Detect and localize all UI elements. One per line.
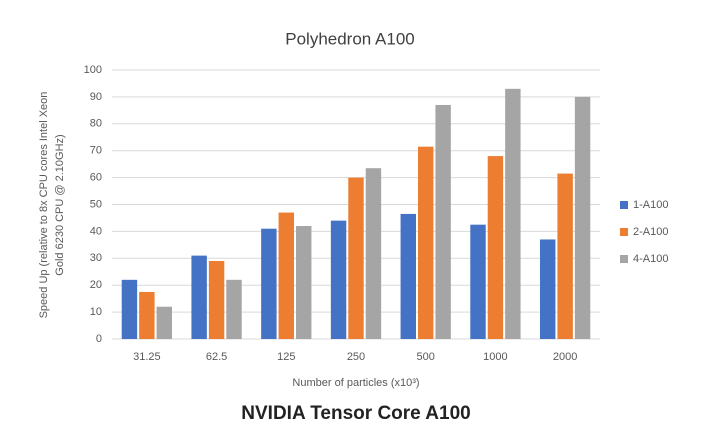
bar bbox=[226, 279, 242, 339]
x-tick-label: 62.5 bbox=[206, 351, 227, 363]
caption: NVIDIA Tensor Core A100 bbox=[241, 403, 470, 424]
bar bbox=[505, 88, 521, 339]
bar bbox=[296, 226, 312, 339]
x-tick-label: 250 bbox=[347, 351, 365, 363]
y-tick-label: 20 bbox=[90, 279, 102, 291]
bar bbox=[557, 173, 573, 339]
y-tick-label: 0 bbox=[96, 333, 102, 345]
y-tick-label: 60 bbox=[90, 172, 102, 184]
bar bbox=[191, 255, 207, 339]
x-axis-label: Number of particles (x10³) bbox=[292, 377, 419, 389]
bar bbox=[348, 177, 364, 339]
legend-label: 4-A100 bbox=[633, 253, 668, 265]
x-tick-label: 31.25 bbox=[133, 351, 161, 363]
x-tick-label: 125 bbox=[277, 351, 295, 363]
x-tick-label: 1000 bbox=[483, 351, 507, 363]
legend-swatch bbox=[620, 228, 628, 236]
legend-swatch bbox=[620, 201, 628, 209]
x-tick-label: 500 bbox=[417, 351, 435, 363]
legend-label: 2-A100 bbox=[633, 226, 668, 238]
y-tick-label: 50 bbox=[90, 198, 102, 210]
bar bbox=[121, 279, 138, 339]
y-tick-label: 80 bbox=[90, 118, 102, 130]
chart-title: Polyhedron A100 bbox=[285, 29, 415, 48]
y-axis-label: Speed Up (relative to 8x CPU cores Intel… bbox=[38, 92, 50, 319]
bar bbox=[435, 104, 451, 339]
bar bbox=[540, 239, 556, 339]
bar bbox=[261, 228, 277, 339]
bar bbox=[574, 96, 591, 340]
y-tick-label: 100 bbox=[84, 64, 102, 76]
x-tick-label: 2000 bbox=[553, 351, 577, 363]
y-tick-label: 30 bbox=[90, 252, 102, 264]
bar bbox=[470, 224, 486, 339]
bar bbox=[487, 156, 504, 339]
bar bbox=[156, 306, 172, 339]
legend-swatch bbox=[620, 255, 628, 263]
y-axis-label: Gold 6230 CPU @ 2.10GHz) bbox=[54, 134, 66, 275]
y-tick-label: 90 bbox=[90, 91, 102, 103]
bar bbox=[139, 291, 155, 339]
bar bbox=[365, 168, 382, 339]
bar bbox=[418, 146, 434, 339]
legend-label: 1-A100 bbox=[633, 199, 668, 211]
bar bbox=[400, 213, 416, 339]
bar bbox=[208, 260, 225, 339]
bar bbox=[278, 212, 294, 339]
bar bbox=[330, 220, 347, 339]
y-tick-label: 10 bbox=[90, 306, 102, 318]
y-tick-label: 70 bbox=[90, 145, 102, 157]
y-tick-label: 40 bbox=[90, 225, 102, 237]
